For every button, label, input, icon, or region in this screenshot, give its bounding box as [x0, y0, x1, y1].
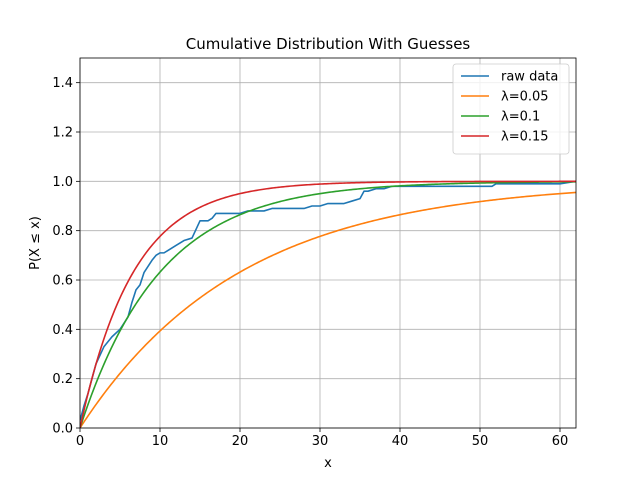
- y-axis-label: P(X ≤ x): [28, 216, 43, 270]
- legend-label: λ=0.15: [501, 130, 549, 145]
- legend-label: λ=0.05: [501, 90, 549, 105]
- legend-label: λ=0.1: [501, 110, 540, 125]
- y-tick-label: 0.4: [52, 323, 73, 338]
- y-tick-label: 1.0: [52, 175, 73, 190]
- y-tick-label: 1.2: [52, 126, 73, 141]
- x-axis-label: x: [324, 456, 332, 471]
- y-tick-label: 0.8: [52, 224, 73, 239]
- y-tick-label: 1.4: [52, 76, 73, 91]
- axis-ticks: 0 10 20 30 40 50 60 0.0 0.2 0.4 0.6 0.8 1.0 1.2 1.4: [52, 76, 568, 449]
- x-tick-label: 0: [76, 434, 84, 449]
- x-tick-label: 30: [312, 434, 329, 449]
- series-line-raw-data: [80, 180, 576, 421]
- legend: raw data λ=0.05 λ=0.1 λ=0.15: [452, 63, 570, 155]
- legend-label: raw data: [501, 70, 558, 85]
- y-tick-label: 0.6: [52, 274, 73, 289]
- series-lines: [80, 180, 576, 428]
- chart-title: Cumulative Distribution With Guesses: [186, 35, 471, 53]
- y-tick-label: 0.0: [52, 422, 73, 437]
- x-tick-label: 50: [472, 434, 489, 449]
- x-tick-label: 10: [152, 434, 169, 449]
- legend-frame: [452, 63, 570, 155]
- x-tick-label: 60: [552, 434, 569, 449]
- series-line--0-15: [80, 180, 576, 428]
- x-tick-label: 40: [392, 434, 409, 449]
- y-tick-label: 0.2: [52, 372, 73, 387]
- series-line--0-1: [80, 181, 576, 428]
- series-line--0-05: [80, 191, 576, 428]
- plot-frame: [79, 57, 577, 429]
- x-tick-label: 20: [232, 434, 249, 449]
